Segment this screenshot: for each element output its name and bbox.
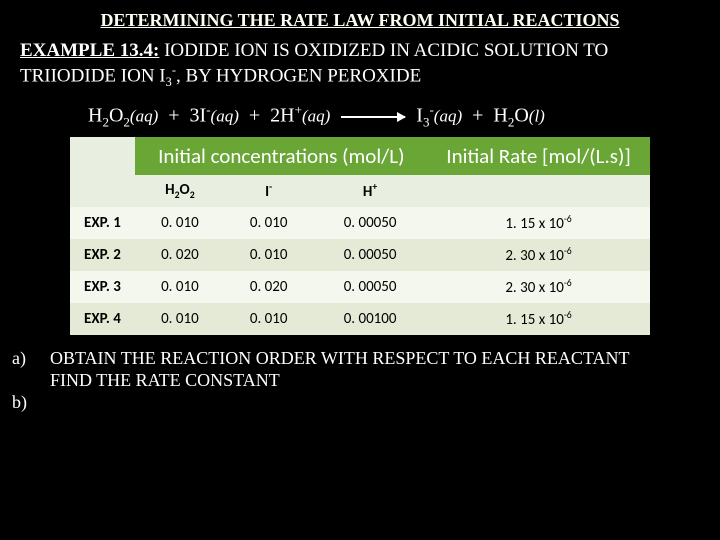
question-a-label: a) [12, 347, 36, 370]
question-a-text: OBTAIN THE REACTION ORDER WITH RESPECT T… [50, 347, 629, 370]
subheader-iodide: I- [224, 175, 313, 207]
questions: a) b) OBTAIN THE REACTION ORDER WITH RES… [12, 347, 700, 418]
subheader-rate-blank [427, 175, 650, 207]
header-initial-conc: Initial concentrations (mol/L) [135, 137, 427, 175]
example-text: EXAMPLE 13.4: IODIDE ION IS OXIDIZED IN … [20, 39, 700, 90]
arrow-icon [341, 116, 405, 118]
header-blank [70, 137, 135, 175]
subheader-h2o2: H2O2 [135, 175, 224, 207]
data-table: Initial concentrations (mol/L) Initial R… [70, 137, 650, 335]
table-row: EXP. 1 0. 010 0. 010 0. 00050 1. 15 x 10… [70, 207, 650, 239]
table-row: EXP. 4 0. 010 0. 010 0. 00100 1. 15 x 10… [70, 303, 650, 335]
subheader-blank [70, 175, 135, 207]
header-rate: Initial Rate [mol/(L.s)] [427, 137, 650, 175]
question-b-label: b) [12, 391, 36, 414]
question-b-text: FIND THE RATE CONSTANT [50, 369, 629, 392]
subheader-hplus: H+ [313, 175, 427, 207]
reaction-equation: H2O2(aq) + 3I-(aq) + 2H+(aq) I3-(aq) + H… [88, 102, 700, 131]
table-row: EXP. 3 0. 010 0. 020 0. 00050 2. 30 x 10… [70, 271, 650, 303]
table-row: EXP. 2 0. 020 0. 010 0. 00050 2. 30 x 10… [70, 239, 650, 271]
slide-title: DETERMINING THE RATE LAW FROM INITIAL RE… [20, 10, 700, 31]
